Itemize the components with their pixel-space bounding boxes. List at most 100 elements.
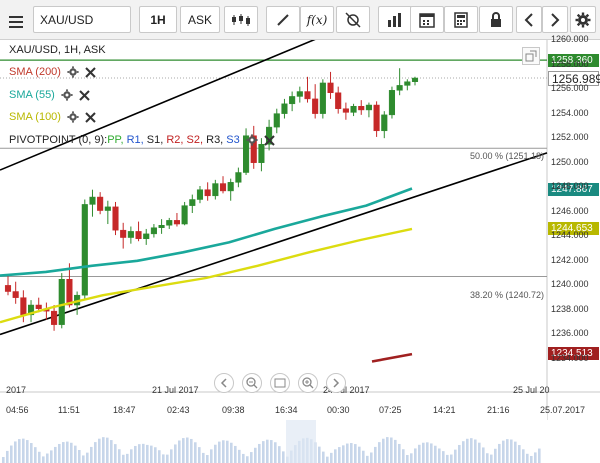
volume-bar: [70, 442, 73, 463]
volume-bar: [38, 451, 41, 463]
volume-bar: [222, 440, 225, 463]
pivot-item-label: S3: [223, 134, 240, 146]
price-chart[interactable]: XAU/USD, 1H, ASK SMA (200) SMA (55) SMA …: [0, 34, 600, 463]
candle-body: [20, 297, 27, 316]
symbol-selector[interactable]: XAU/USD: [33, 6, 131, 33]
price-type-button[interactable]: ASK: [180, 6, 220, 33]
close-icon[interactable]: [79, 89, 90, 101]
scroll-back-icon[interactable]: [214, 373, 234, 393]
gear-icon[interactable]: [67, 66, 79, 78]
volume-bar: [534, 452, 537, 463]
volume-bar: [22, 438, 25, 463]
volume-bar: [362, 450, 365, 463]
sma-55-line: [0, 187, 413, 277]
volume-bar: [406, 455, 409, 463]
candle-body: [250, 135, 257, 163]
volume-bar: [346, 443, 349, 463]
draw-tool-icon[interactable]: [266, 6, 300, 33]
volume-bar: [214, 444, 217, 463]
volume-bar: [90, 446, 93, 463]
trendline-lower: [0, 152, 548, 336]
volume-bar: [134, 445, 137, 463]
calculator-icon[interactable]: [444, 6, 478, 33]
price-tick-label: 1250.000: [551, 156, 589, 167]
volume-bar: [18, 439, 21, 463]
candle-body: [381, 114, 388, 132]
time-tick-label: 21:16: [487, 405, 510, 415]
candle-body: [404, 81, 411, 86]
volume-bar: [166, 454, 169, 463]
gear-icon[interactable]: [61, 89, 73, 101]
volume-bar: [502, 440, 505, 463]
candle-body: [350, 106, 357, 113]
reset-view-icon[interactable]: [270, 373, 290, 393]
price-tick-label: 1260.000: [551, 34, 589, 44]
volume-bar: [370, 452, 373, 463]
volume-bar: [30, 443, 33, 463]
gear-icon[interactable]: [246, 134, 258, 146]
time-tick-label: 11:51: [58, 405, 80, 415]
scroll-right-icon[interactable]: [542, 6, 568, 33]
sma-200-line: [371, 352, 413, 363]
pivot-item-label: PP,: [107, 134, 124, 146]
volume-bar: [270, 440, 273, 463]
scroll-forward-icon[interactable]: [326, 373, 346, 393]
volume-bar: [422, 442, 425, 463]
volume-bar: [282, 451, 285, 463]
volume-bar: [430, 443, 433, 463]
menu-icon[interactable]: [3, 8, 29, 35]
candle-body: [166, 220, 173, 226]
legend-sma-100-label: SMA (100): [9, 111, 61, 123]
price-tick-label: 1240.000: [551, 279, 589, 290]
chart-type-icon[interactable]: [224, 6, 258, 33]
volume-bar: [414, 448, 417, 463]
volume-bar: [494, 448, 497, 463]
volume-bar: [338, 447, 341, 463]
settings-gear-icon[interactable]: [570, 6, 596, 33]
close-icon[interactable]: [264, 134, 275, 146]
indicators-button[interactable]: f(x): [300, 6, 334, 33]
chart-canvas[interactable]: [0, 40, 600, 463]
close-icon[interactable]: [85, 111, 96, 123]
volume-bar: [150, 445, 153, 463]
volume-bar: [202, 452, 205, 463]
volume-bar: [218, 441, 221, 463]
candle-body: [304, 91, 311, 100]
volume-bar: [178, 440, 181, 463]
volume-bar: [466, 438, 469, 463]
time-tick-label: 14:21: [433, 405, 456, 415]
time-tick-label: 02:43: [167, 405, 190, 415]
gear-icon[interactable]: [67, 111, 79, 123]
volume-bar: [322, 451, 325, 463]
scroll-left-icon[interactable]: [516, 6, 542, 33]
candle-body: [296, 91, 303, 97]
volume-bar: [146, 444, 149, 463]
crosshair-icon[interactable]: [336, 6, 370, 33]
time-tick-label: 04:56: [6, 405, 29, 415]
legend-pivot-label: PIVOTPOINT (0, 9):: [9, 134, 108, 146]
calendar-icon[interactable]: [410, 6, 444, 33]
volume-bar: [26, 440, 29, 463]
candle-body: [365, 104, 372, 111]
volume-bar: [102, 437, 105, 463]
volume-bar: [434, 445, 437, 463]
zoom-out-icon[interactable]: [242, 373, 262, 393]
volume-icon[interactable]: [378, 6, 412, 33]
close-icon[interactable]: [85, 66, 96, 78]
volume-bar: [114, 444, 117, 463]
candle-body: [312, 98, 319, 114]
lock-icon[interactable]: [479, 6, 513, 33]
zoom-in-icon[interactable]: [298, 373, 318, 393]
volume-bar: [398, 443, 401, 463]
pivot-item-label: R1,: [123, 134, 144, 146]
timeframe-button[interactable]: 1H: [139, 6, 177, 33]
volume-bar: [490, 454, 493, 463]
candle-body: [273, 113, 280, 128]
expand-icon[interactable]: [522, 47, 540, 65]
volume-bar: [450, 454, 453, 463]
candle-body: [150, 227, 157, 235]
candle-body: [342, 108, 349, 113]
candle-body: [219, 183, 227, 192]
volume-bar: [530, 455, 533, 463]
pivot-items: PP, R1, S1, R2, S2, R3, S3: [107, 134, 240, 146]
